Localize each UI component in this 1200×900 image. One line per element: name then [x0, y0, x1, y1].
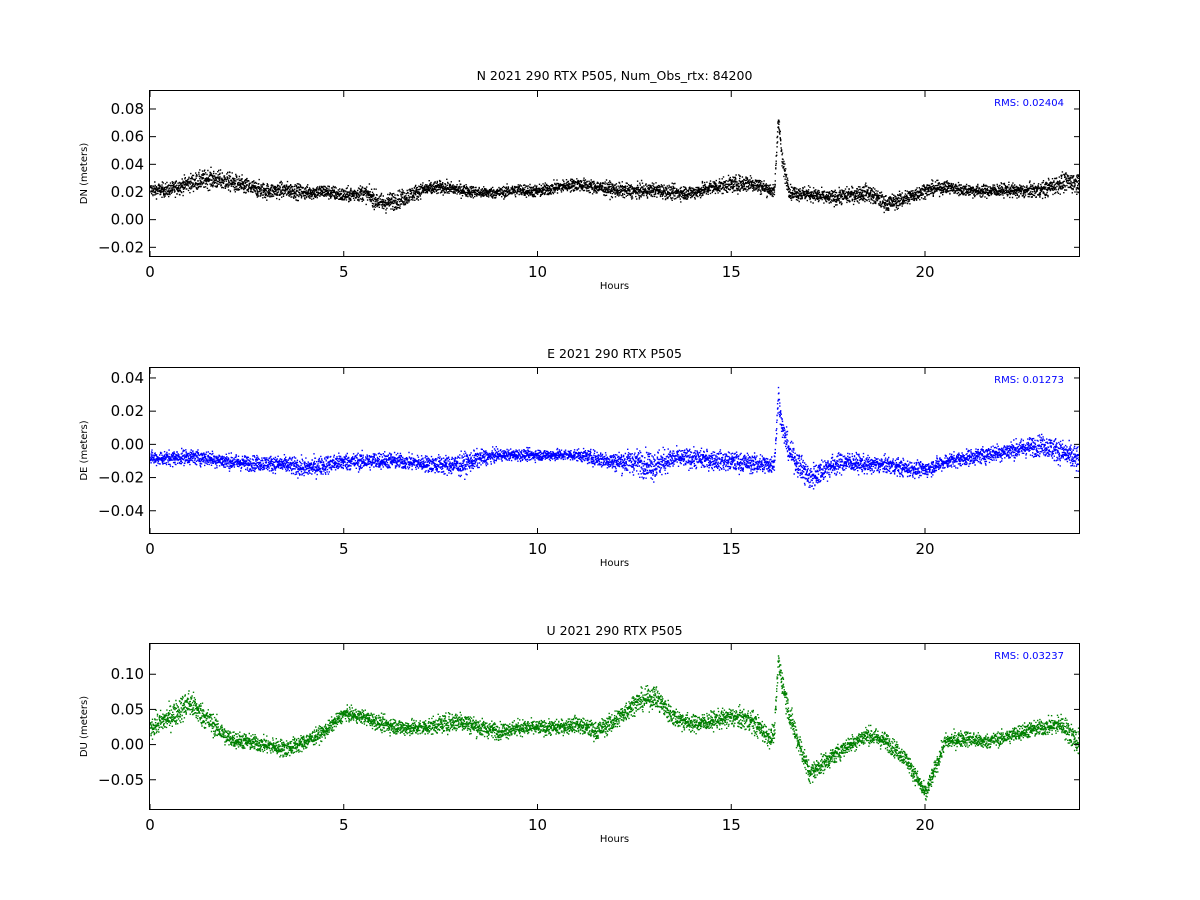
- data-points-path: [150, 119, 1080, 214]
- y-tick-label: 0.02: [111, 402, 144, 420]
- x-tick-label: 5: [339, 540, 349, 558]
- x-tick-label: 10: [528, 816, 547, 834]
- x-axis-label: Hours: [600, 834, 629, 845]
- x-tick-label: 15: [722, 816, 741, 834]
- x-tick-label: 10: [528, 263, 547, 281]
- plot-area: [150, 386, 1080, 490]
- rms-annotation: RMS: 0.03237: [994, 651, 1064, 662]
- y-tick-label: 0.05: [111, 700, 144, 718]
- y-tick-label: 0.04: [111, 155, 144, 173]
- x-tick-label: 5: [339, 263, 349, 281]
- y-tick-label: 0.00: [111, 211, 144, 229]
- axes-frame: [149, 643, 1080, 810]
- x-axis-label: Hours: [600, 558, 629, 569]
- y-tick-label: 0.08: [111, 100, 144, 118]
- axes-frame: [149, 90, 1080, 257]
- east-panel: E 2021 290 RTX P505 RMS: 0.01273 Hours D…: [79, 346, 1080, 569]
- x-tick-label: 0: [145, 816, 155, 834]
- x-axis-label: Hours: [600, 281, 629, 292]
- y-tick-label: 0.04: [111, 369, 144, 387]
- y-tick-label: 0.00: [111, 435, 144, 453]
- data-points-path: [150, 386, 1080, 490]
- up-panel: U 2021 290 RTX P505 RMS: 0.03237 Hours D…: [79, 623, 1080, 845]
- chart-title: N 2021 290 RTX P505, Num_Obs_rtx: 84200: [477, 68, 753, 83]
- x-tick-label: 15: [722, 263, 741, 281]
- rms-annotation: RMS: 0.02404: [994, 98, 1064, 109]
- y-tick-label: −0.02: [98, 238, 144, 256]
- x-tick-label: 10: [528, 540, 547, 558]
- y-axis-label: DN (meters): [79, 143, 90, 205]
- x-tick-label: 0: [145, 540, 155, 558]
- data-series-points: [150, 386, 1080, 490]
- x-tick-label: 20: [915, 263, 934, 281]
- y-axis-label: DU (meters): [79, 696, 90, 757]
- north-panel: N 2021 290 RTX P505, Num_Obs_rtx: 84200 …: [79, 68, 1080, 292]
- x-tick-label: 20: [915, 816, 934, 834]
- rms-annotation: RMS: 0.01273: [994, 375, 1064, 386]
- y-tick-label: −0.02: [98, 469, 144, 487]
- y-tick-label: −0.04: [98, 502, 144, 520]
- axes-frame: [149, 367, 1080, 534]
- data-series-points: [150, 119, 1080, 214]
- plot-area: [150, 119, 1080, 214]
- y-tick-label: −0.05: [98, 771, 144, 789]
- y-axis-label: DE (meters): [79, 420, 90, 480]
- x-tick-label: 5: [339, 816, 349, 834]
- x-tick-label: 0: [145, 263, 155, 281]
- y-tick-label: 0.06: [111, 128, 144, 146]
- chart-title: U 2021 290 RTX P505: [546, 623, 682, 638]
- y-tick-label: 0.02: [111, 183, 144, 201]
- x-tick-label: 20: [915, 540, 934, 558]
- x-tick-label: 15: [722, 540, 741, 558]
- y-tick-label: 0.00: [111, 736, 144, 754]
- chart-title: E 2021 290 RTX P505: [547, 346, 682, 361]
- y-tick-label: 0.10: [111, 665, 144, 683]
